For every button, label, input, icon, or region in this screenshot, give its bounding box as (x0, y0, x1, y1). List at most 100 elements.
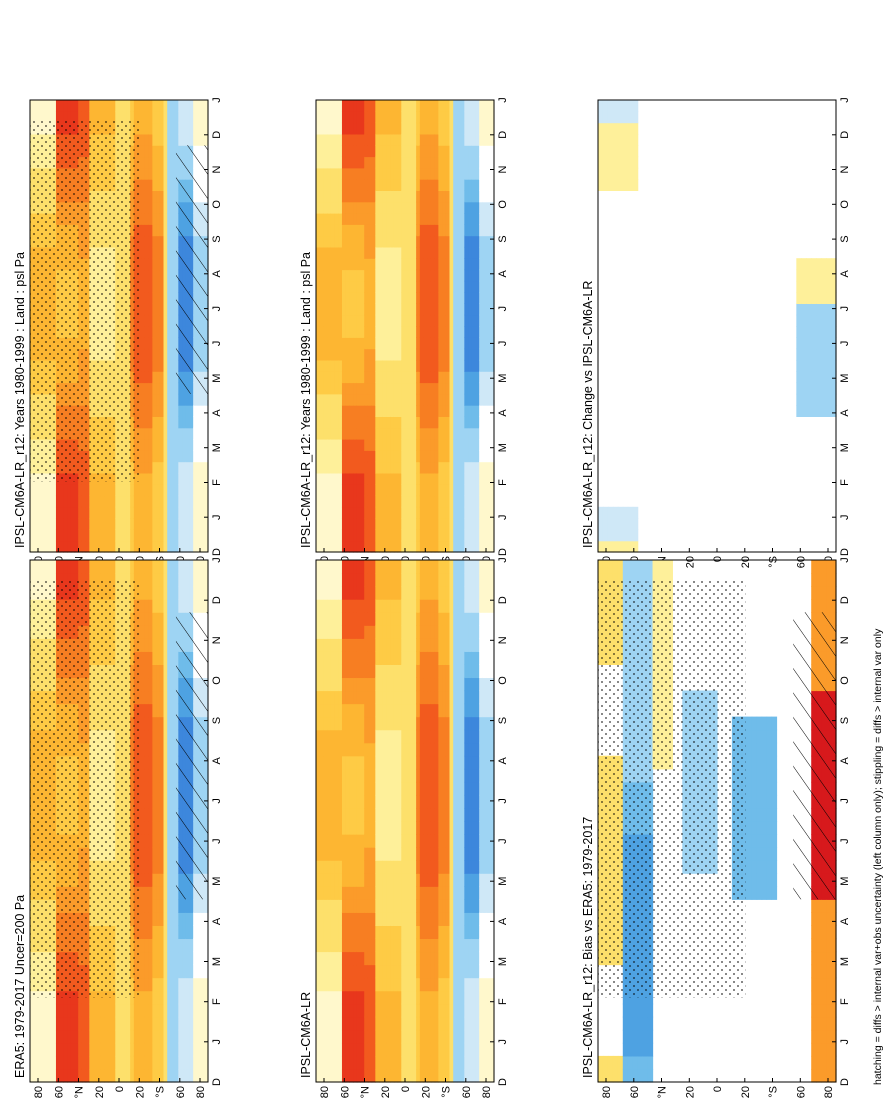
month-tick-label: A (839, 756, 851, 764)
month-tick-label: F (211, 998, 223, 1005)
month-tick-label: N (839, 165, 851, 173)
stippling (30, 580, 141, 998)
month-tick-label: J (211, 838, 223, 844)
month-tick-label: M (839, 374, 851, 383)
panel: 80 60 °N 20 0 20 °S 60 80 D J F M A M J J A S O N D J ERA5: 197… (13, 557, 223, 1098)
lat-tick-label: 80 (33, 1086, 45, 1098)
month-tick-label: D (839, 1078, 851, 1086)
month-tick-label: D (497, 596, 509, 604)
month-tick-label: J (497, 97, 509, 103)
month-tick-label: J (839, 306, 851, 312)
month-tick-label: J (497, 557, 509, 563)
lat-tick-label: °S (768, 1086, 780, 1098)
lat-tick-label: 80 (823, 1086, 835, 1098)
month-tick-label: D (497, 131, 509, 139)
month-tick-label: N (497, 636, 509, 644)
month-tick-label: J (839, 97, 851, 103)
month-tick-label: S (211, 717, 223, 724)
lat-tick-label: 0 (400, 556, 412, 562)
month-tick-label: J (497, 514, 509, 520)
month-tick-label: A (497, 756, 509, 764)
footer-group: hatching = diffs > internal var+obs unce… (872, 628, 884, 1085)
month-tick-label: A (839, 917, 851, 925)
month-tick-label: J (497, 838, 509, 844)
month-tick-label: M (839, 877, 851, 886)
month-tick-label: J (497, 1039, 509, 1045)
month-tick-label: M (839, 957, 851, 966)
hatching (793, 612, 836, 900)
month-tick-label: N (839, 636, 851, 644)
month-tick-label: O (497, 200, 509, 209)
month-tick-label: M (211, 877, 223, 886)
month-tick-label: O (211, 676, 223, 685)
month-tick-label: F (839, 998, 851, 1005)
month-tick-label: M (211, 374, 223, 383)
lat-tick-label: 60 (339, 1086, 351, 1098)
lat-tick-label: 0 (712, 556, 724, 562)
month-tick-label: M (211, 957, 223, 966)
month-tick-label: A (211, 409, 223, 417)
lat-tick-label: °N (657, 1086, 669, 1098)
lat-tick-label: 60 (461, 1086, 473, 1098)
month-tick-label: J (839, 341, 851, 347)
lat-tick-label: 20 (740, 556, 752, 568)
month-tick-label: F (839, 479, 851, 486)
lat-tick-label: 60 (629, 1086, 641, 1098)
month-tick-label: A (211, 756, 223, 764)
month-tick-label: D (497, 1078, 509, 1086)
lat-tick-label: 0 (400, 1086, 412, 1092)
month-tick-label: D (211, 596, 223, 604)
month-tick-label: F (211, 479, 223, 486)
lat-tick-label: 0 (114, 1086, 126, 1092)
hatching (175, 145, 208, 394)
month-tick-label: O (839, 200, 851, 209)
lat-tick-label: 60 (53, 1086, 65, 1098)
lat-tick-label: 0 (712, 1086, 724, 1092)
month-tick-label: J (839, 557, 851, 563)
lat-tick-label: 20 (684, 1086, 696, 1098)
lat-tick-label: 20 (684, 556, 696, 568)
month-tick-label: J (211, 306, 223, 312)
lat-tick-label: °N (74, 1086, 86, 1098)
lat-tick-label: 60 (795, 1086, 807, 1098)
lat-tick-label: 60 (795, 556, 807, 568)
month-tick-label: M (211, 443, 223, 452)
month-tick-label: N (497, 165, 509, 173)
month-tick-label: J (497, 341, 509, 347)
month-tick-label: M (497, 877, 509, 886)
lat-tick-label: °S (155, 1086, 167, 1098)
lat-tick-label: 20 (380, 1086, 392, 1098)
panel: 8060°N20020°S6080DJFMAMJJASONDJIPSL-CM6A… (581, 97, 851, 568)
month-tick-label: D (211, 1078, 223, 1086)
month-tick-label: D (839, 596, 851, 604)
month-tick-label: O (839, 676, 851, 685)
lat-tick-label: °S (768, 556, 780, 568)
panel-title: IPSL-CM6A-LR_r12: Bias vs ERA5: 1979-201… (581, 817, 595, 1078)
month-tick-label: A (497, 269, 509, 277)
hatching (175, 612, 208, 900)
month-tick-label: S (211, 235, 223, 242)
lat-tick-label: 80 (319, 1086, 331, 1098)
month-tick-label: S (497, 717, 509, 724)
month-tick-label: D (211, 548, 223, 556)
month-tick-label: A (839, 269, 851, 277)
lat-tick-label: 20 (134, 1086, 146, 1098)
month-tick-label: D (839, 131, 851, 139)
month-tick-label: J (839, 1039, 851, 1045)
lat-tick-label: 20 (94, 1086, 106, 1098)
lat-tick-label: 0 (114, 556, 126, 562)
lat-tick-label: °N (360, 1086, 372, 1098)
month-tick-label: D (497, 548, 509, 556)
panel-title: IPSL-CM6A-LR (299, 992, 313, 1078)
panel-title: ERA5: 1979-2017 Uncer=200 Pa (13, 895, 27, 1078)
month-tick-label: F (497, 479, 509, 486)
panel-title: IPSL-CM6A-LR_r12: Change vs IPSL-CM6A-LR (581, 281, 595, 548)
month-tick-label: M (497, 374, 509, 383)
lat-tick-label: 80 (601, 1086, 613, 1098)
footer-note: hatching = diffs > internal var+obs unce… (872, 628, 884, 1085)
panel-title: IPSL-CM6A-LR_r12: Years 1980-1999 : Land… (13, 252, 27, 548)
month-tick-label: A (497, 409, 509, 417)
month-tick-label: J (839, 798, 851, 804)
